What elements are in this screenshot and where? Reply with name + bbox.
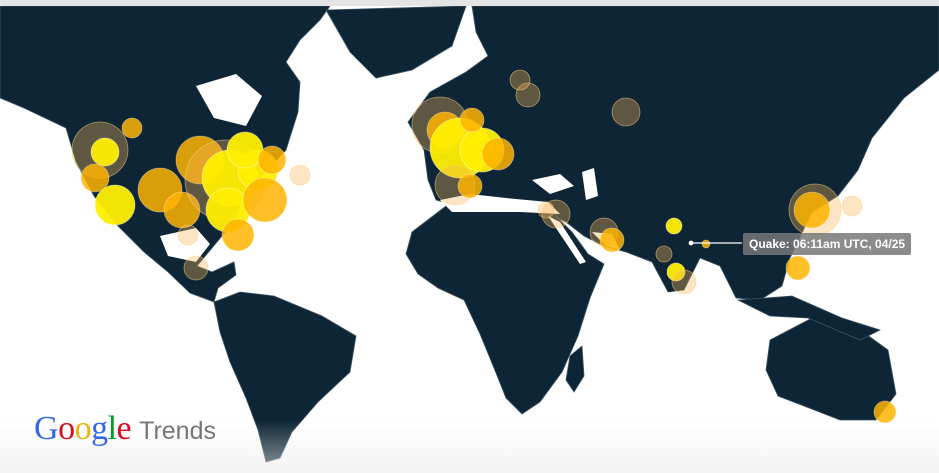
hotspot-dot[interactable] (655, 245, 673, 263)
hotspot-dot[interactable] (541, 199, 571, 229)
hotspot-dot[interactable] (515, 82, 541, 108)
trends-wordmark: Trends (139, 417, 216, 445)
hotspot-dot[interactable] (701, 239, 711, 249)
hotspot-dot[interactable] (671, 269, 697, 295)
hotspot-dot[interactable] (841, 195, 863, 217)
quake-tooltip: Quake: 06:11am UTC, 04/25 (743, 233, 912, 255)
hotspot-dot[interactable] (665, 217, 683, 235)
water-black-sea (532, 174, 574, 194)
hotspot-dot[interactable] (90, 137, 120, 167)
hotspot-dot[interactable] (785, 255, 811, 281)
hotspot-dot[interactable] (873, 400, 897, 424)
hotspot-dot[interactable] (94, 184, 136, 226)
hotspot-dot[interactable] (80, 163, 110, 193)
hotspot-dot[interactable] (459, 107, 485, 133)
hotspot-dot[interactable] (509, 69, 531, 91)
hotspot-dot[interactable] (177, 224, 199, 246)
water-hudson-bay (196, 74, 262, 126)
hotspot-dot[interactable] (183, 255, 209, 281)
world-map[interactable] (0, 6, 939, 473)
google-wordmark: Google (34, 410, 132, 448)
tooltip-pointer (688, 240, 742, 246)
logo-letter: g (91, 410, 108, 447)
logo-letter: o (74, 410, 92, 447)
hotspot-dot[interactable] (666, 262, 686, 282)
land-madagascar (565, 345, 585, 393)
hotspot-dot[interactable] (289, 164, 311, 186)
land-greenland (325, 6, 467, 79)
land-eurasia (407, 6, 939, 301)
hotspot-dot[interactable] (611, 97, 641, 127)
top-bar (0, 0, 939, 6)
logo-letter: G (34, 410, 59, 447)
land-north-america (0, 6, 331, 303)
hotspot-dot[interactable] (257, 145, 287, 175)
land-sea-islands (736, 295, 882, 341)
hotspot-dot[interactable] (599, 227, 625, 253)
land-south-america (213, 291, 357, 463)
hotspot-dot[interactable] (121, 117, 143, 139)
water-mediterranean (440, 194, 560, 214)
google-trends-logo[interactable]: Google Trends (34, 410, 216, 448)
hotspot-dot[interactable] (242, 177, 288, 223)
hotspot-dot[interactable] (226, 131, 264, 169)
logo-letter: l (107, 410, 117, 447)
hotspot-dot[interactable] (457, 173, 483, 199)
land-masses (0, 6, 939, 463)
water-caspian-sea (582, 168, 598, 200)
hotspot-dot[interactable] (481, 137, 515, 171)
hotspot-dot[interactable] (221, 218, 255, 252)
logo-letter: o (58, 410, 75, 447)
hotspot-dot[interactable] (793, 191, 831, 229)
search-hotspots (71, 69, 897, 424)
logo-letter: e (116, 410, 132, 447)
